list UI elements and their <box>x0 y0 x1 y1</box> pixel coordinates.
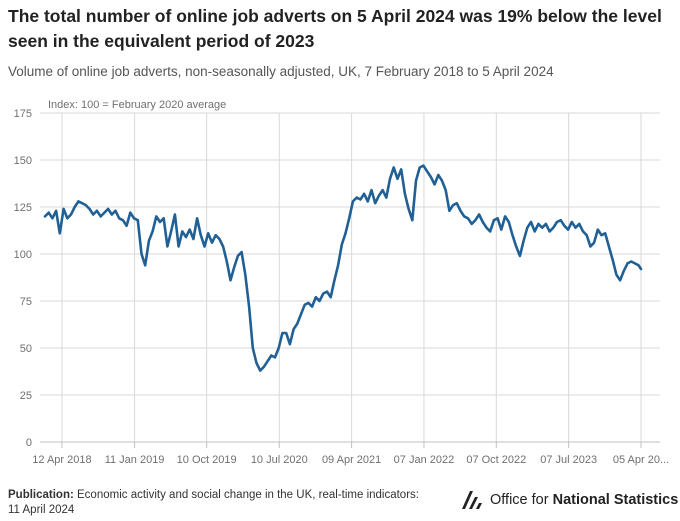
y-tick-label: 175 <box>14 108 32 120</box>
y-tick-label: 150 <box>14 155 32 167</box>
logo-text-bold: National Statistics <box>552 492 679 508</box>
x-tick-label: 10 Jul 2020 <box>251 454 308 466</box>
y-tick-label: 0 <box>26 437 32 449</box>
chart-title: The total number of online job adverts o… <box>8 6 662 51</box>
publication-footer: Publication: Economic activity and socia… <box>8 488 448 518</box>
y-tick-label: 100 <box>14 249 32 261</box>
series-group <box>43 164 643 372</box>
x-tick-label: 10 Oct 2019 <box>177 454 237 466</box>
x-tick-label: 07 Jan 2022 <box>394 454 455 466</box>
x-tick-label: 11 Jan 2019 <box>105 454 165 466</box>
y-tick-label: 125 <box>14 202 32 214</box>
y-axis-ticks: 0 25 50 75 100 125 150 175 <box>14 108 32 449</box>
y-axis-label: Index: 100 = February 2020 average <box>48 99 226 111</box>
publication-label: Publication: <box>8 489 74 501</box>
gridlines <box>40 112 660 442</box>
x-tick-label: 05 Apr 20... <box>613 454 669 466</box>
y-tick-label: 50 <box>20 343 32 355</box>
x-tick-label: 12 Apr 2018 <box>32 454 91 466</box>
publication-text: Economic activity and social change in t… <box>77 489 419 501</box>
x-axis: 12 Apr 2018 11 Jan 2019 10 Oct 2019 10 Jul … <box>32 441 669 466</box>
y-tick-label: 75 <box>20 296 32 308</box>
publication-date: 11 April 2024 <box>8 504 75 516</box>
logo-text-regular: Office for <box>490 492 549 508</box>
chart-subtitle: Volume of online job adverts, non-season… <box>8 64 554 79</box>
ons-logo[interactable]: Office for National Statistics <box>460 489 678 511</box>
x-tick-label: 07 Jul 2023 <box>540 454 597 466</box>
series-line-job-adverts <box>43 164 643 372</box>
x-tick-label: 09 Apr 2021 <box>322 454 381 466</box>
y-tick-label: 25 <box>20 390 32 402</box>
ons-logo-icon <box>462 491 482 509</box>
line-chart: 0 25 50 75 100 125 150 175 Index: 100 = Februar… <box>14 99 669 466</box>
x-tick-label: 07 Oct 2022 <box>466 454 526 466</box>
